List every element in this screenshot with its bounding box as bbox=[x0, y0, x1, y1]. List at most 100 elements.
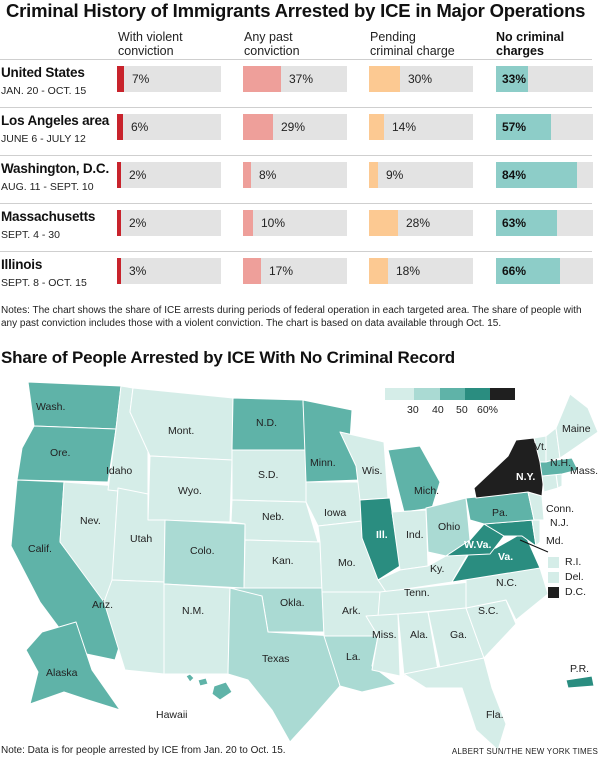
state-nm bbox=[163, 583, 231, 675]
bar bbox=[243, 66, 281, 92]
date-range: AUG. 11 - SEPT. 10 bbox=[1, 181, 94, 193]
state-mich bbox=[387, 445, 441, 513]
bar bbox=[496, 162, 577, 188]
bar-value-label: 66% bbox=[502, 264, 527, 278]
bar-value-label: 2% bbox=[129, 168, 147, 182]
state-wash bbox=[27, 381, 122, 430]
legend-swatch bbox=[490, 388, 516, 400]
bar-track: 3% bbox=[117, 258, 221, 284]
bar bbox=[117, 66, 124, 92]
table-row: Los Angeles area JUNE 6 - JULY 12 6% 29% 14%… bbox=[0, 107, 593, 156]
bar bbox=[117, 114, 123, 140]
state-nd bbox=[231, 397, 307, 451]
date-range: JUNE 6 - JULY 12 bbox=[1, 133, 86, 145]
state-ny bbox=[473, 437, 545, 499]
inset-item: R.I. bbox=[548, 556, 581, 568]
bar-value-label: 3% bbox=[129, 264, 147, 278]
bar-value-label: 7% bbox=[132, 72, 150, 86]
bar-value-label: 10% bbox=[261, 216, 286, 230]
bar-value-label: 9% bbox=[386, 168, 404, 182]
state-mass bbox=[539, 457, 579, 477]
column-header-pending: Pending criminal charge bbox=[370, 30, 455, 58]
state-miss bbox=[365, 613, 401, 677]
inset-label: D.C. bbox=[565, 586, 586, 598]
bar-value-label: 57% bbox=[502, 120, 527, 134]
bar-track: 63% bbox=[496, 210, 593, 236]
bar-track: 18% bbox=[369, 258, 473, 284]
region-name: Los Angeles area bbox=[1, 113, 110, 128]
bar-track: 17% bbox=[243, 258, 347, 284]
bar-track: 57% bbox=[496, 114, 593, 140]
state-ariz bbox=[103, 579, 165, 675]
inset-swatch bbox=[548, 556, 559, 568]
column-header-no-charges: No criminal charges bbox=[496, 30, 565, 58]
inset-label: R.I. bbox=[565, 556, 582, 568]
state-maine bbox=[555, 393, 599, 459]
bar bbox=[369, 114, 384, 140]
bar-value-label: 18% bbox=[396, 264, 421, 278]
bar-value-label: 6% bbox=[131, 120, 149, 134]
dc-leader-line bbox=[519, 539, 549, 553]
legend-swatch bbox=[465, 388, 491, 400]
bar-track: 66% bbox=[496, 258, 593, 284]
bar-track: 8% bbox=[243, 162, 347, 188]
state-fla bbox=[403, 657, 507, 750]
date-range: JAN. 20 - OCT. 15 bbox=[1, 85, 87, 97]
bar bbox=[243, 114, 273, 140]
state-wyo bbox=[147, 455, 233, 523]
region-name: Illinois bbox=[1, 257, 43, 272]
table-row: Illinois SEPT. 8 - OCT. 15 3% 17% 18% 66% bbox=[0, 251, 593, 300]
state-texas bbox=[227, 587, 341, 743]
bar-track: 84% bbox=[496, 162, 593, 188]
column-header-violent: With violent conviction bbox=[118, 30, 183, 58]
inset-item: D.C. bbox=[548, 586, 586, 598]
bar-value-label: 30% bbox=[408, 72, 433, 86]
table-row: United States JAN. 20 - OCT. 15 7% 37% 30% 33… bbox=[0, 59, 593, 108]
bar-value-label: 84% bbox=[502, 168, 527, 182]
region-name: Massachusetts bbox=[1, 209, 96, 224]
inset-swatch bbox=[548, 586, 559, 598]
bar-value-label: 17% bbox=[269, 264, 294, 278]
inset-label: Del. bbox=[565, 571, 584, 583]
bar-value-label: 28% bbox=[406, 216, 431, 230]
bar-value-label: 29% bbox=[281, 120, 306, 134]
legend-swatch bbox=[440, 388, 466, 400]
bar-track: 33% bbox=[496, 66, 593, 92]
bar-track: 28% bbox=[369, 210, 473, 236]
legend-swatch bbox=[385, 388, 414, 400]
inset-swatch bbox=[548, 571, 559, 583]
map-legend bbox=[385, 388, 516, 400]
state-ark bbox=[321, 591, 381, 637]
state-pr bbox=[565, 675, 595, 689]
bar-track: 2% bbox=[117, 162, 221, 188]
legend-tick-label: 60% bbox=[477, 404, 499, 416]
map-title: Share of People Arrested by ICE With No … bbox=[1, 348, 455, 367]
bar-track: 29% bbox=[243, 114, 347, 140]
bar bbox=[117, 258, 121, 284]
bar-track: 10% bbox=[243, 210, 347, 236]
bar-value-label: 2% bbox=[129, 216, 147, 230]
state-ore bbox=[16, 425, 117, 483]
legend-swatch bbox=[413, 388, 441, 400]
bar bbox=[496, 66, 528, 92]
bar bbox=[496, 210, 557, 236]
bar-value-label: 63% bbox=[502, 216, 527, 230]
bar bbox=[496, 258, 560, 284]
chart-title: Criminal History of Immigrants Arrested … bbox=[6, 0, 586, 21]
state-hawaii bbox=[185, 673, 233, 701]
bar-value-label: 8% bbox=[259, 168, 277, 182]
column-header-past: Any past conviction bbox=[244, 30, 300, 58]
bar bbox=[243, 258, 261, 284]
state-va bbox=[451, 531, 541, 583]
us-map bbox=[10, 381, 599, 750]
inset-item: Del. bbox=[548, 571, 584, 583]
bar-track: 7% bbox=[117, 66, 221, 92]
bar-track: 37% bbox=[243, 66, 347, 92]
date-range: SEPT. 8 - OCT. 15 bbox=[1, 277, 87, 289]
legend-tick-label: 30 bbox=[407, 404, 419, 416]
state-conn bbox=[541, 473, 559, 493]
state-colo bbox=[163, 519, 246, 589]
bar bbox=[369, 210, 398, 236]
legend-tick-label: 50 bbox=[456, 404, 468, 416]
state-ill bbox=[359, 497, 401, 581]
